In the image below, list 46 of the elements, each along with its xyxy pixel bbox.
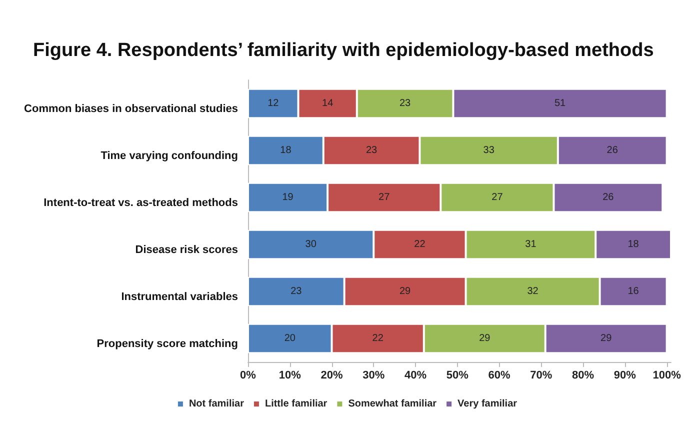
y-tick-label: Disease risk scores — [135, 244, 238, 256]
data-label: 30 — [305, 239, 317, 250]
data-label: 16 — [628, 286, 640, 297]
data-label: 23 — [366, 145, 378, 156]
x-tick-label: 70% — [530, 370, 552, 382]
data-label: 26 — [602, 192, 614, 203]
data-label: 33 — [483, 145, 495, 156]
data-label: 27 — [492, 192, 504, 203]
data-label: 27 — [378, 192, 390, 203]
x-tick-label: 40% — [404, 370, 427, 382]
x-tick-label: 100% — [652, 370, 682, 382]
data-label: 23 — [399, 98, 412, 109]
data-label: 18 — [628, 239, 640, 250]
data-label: 20 — [284, 333, 296, 344]
legend-label: Very familiar — [458, 398, 518, 410]
data-label: 19 — [282, 192, 294, 203]
data-label: 32 — [527, 286, 539, 297]
y-tick-label: Propensity score matching — [96, 338, 238, 350]
x-tick-label: 20% — [320, 370, 343, 382]
data-label: 31 — [525, 239, 537, 250]
legend-label: Not familiar — [188, 398, 244, 410]
y-tick-label: Time varying confounding — [100, 150, 238, 162]
data-label: 22 — [372, 333, 384, 344]
data-label: 26 — [606, 145, 618, 156]
x-tick-label: 80% — [572, 370, 594, 382]
x-tick-label: 30% — [362, 370, 385, 382]
x-tick-label: 60% — [488, 370, 511, 382]
x-tick-label: 0% — [240, 370, 256, 382]
data-label: 18 — [280, 145, 292, 156]
y-tick-label: Instrumental variables — [121, 291, 238, 303]
data-label: 29 — [399, 286, 412, 297]
y-tick-label: Intent-to-treat vs. as-treated methods — [44, 197, 238, 209]
legend-label: Little familiar — [264, 398, 328, 410]
data-label: 51 — [554, 98, 566, 109]
chart-title: Figure 4. Respondents’ familiarity with epidemiology-based methods — [33, 40, 654, 61]
y-tick-label: Common biases in observational studies — [24, 103, 238, 115]
data-label: 22 — [414, 239, 426, 250]
data-label: 12 — [268, 98, 280, 109]
data-label: 23 — [290, 286, 302, 297]
x-tick-label: 90% — [614, 370, 636, 382]
x-tick-label: 50% — [446, 370, 469, 382]
x-tick-label: 10% — [278, 370, 302, 382]
data-label: 14 — [322, 98, 334, 109]
legend-label: Somewhat familiar — [348, 398, 437, 410]
data-label: 29 — [479, 333, 491, 344]
data-label: 29 — [600, 333, 612, 344]
